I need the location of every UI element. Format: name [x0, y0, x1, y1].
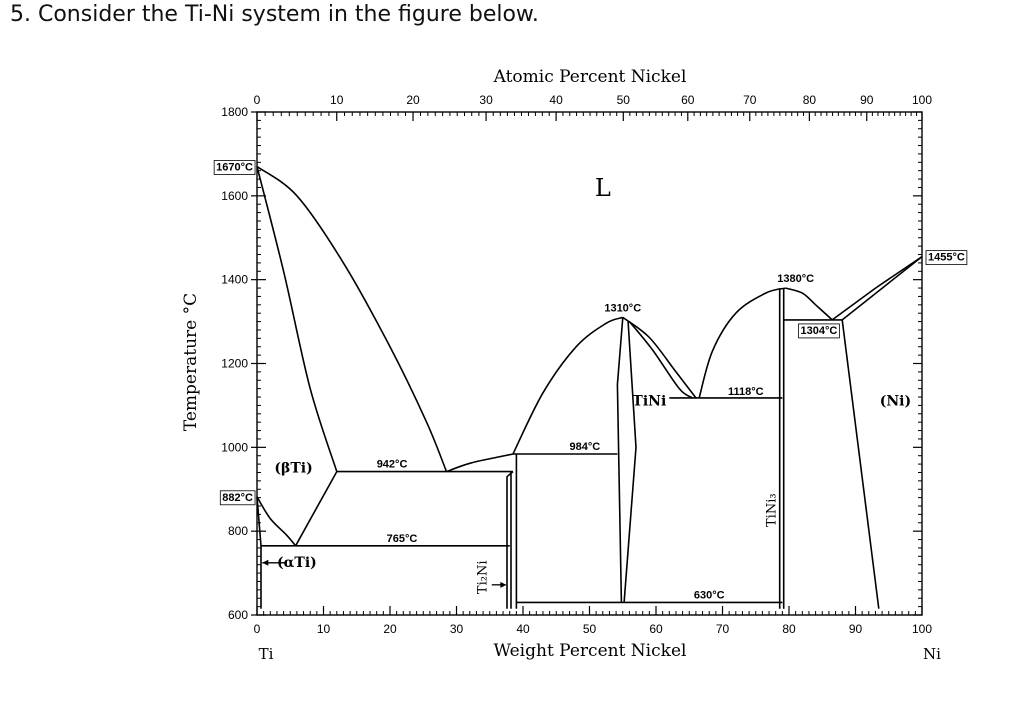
left-tick-label: 1200	[221, 357, 248, 371]
major-ticks	[251, 111, 923, 616]
left-tick-label: 1800	[221, 105, 248, 119]
top-tick-label: 100	[912, 93, 932, 107]
top-tick-label: 80	[803, 93, 817, 107]
temperature-label: 765°C	[387, 533, 418, 545]
top-tick-label: 20	[406, 93, 420, 107]
top-tick-label: 50	[617, 93, 631, 107]
plot-frame	[256, 111, 923, 616]
top-axis-title: Atomic Percent Nickel	[493, 67, 687, 87]
bottom-tick-label: 100	[912, 622, 932, 636]
temperature-label-box	[798, 323, 840, 339]
bottom-tick-label: 50	[583, 622, 597, 636]
phase-label: L	[595, 174, 611, 202]
phase-boundary-lines	[256, 165, 923, 609]
liquidus-tini3-left	[698, 287, 786, 399]
phase-label: (αTi)	[277, 555, 317, 571]
phase-label: Ti₂Ni	[475, 560, 490, 594]
ti2ni-left	[506, 470, 514, 609]
top-tick-label: 40	[549, 93, 563, 107]
top-tick-label: 30	[479, 93, 493, 107]
temperature-label: 1670°C	[216, 161, 253, 173]
ni-solvus	[841, 319, 880, 609]
ni-end-label: Ni	[923, 645, 941, 663]
bottom-tick-label: 70	[716, 622, 730, 636]
temperature-label-box	[925, 250, 968, 266]
temperature-label: 942°C	[377, 459, 408, 471]
question-text: 5. Consider the Ti-Ni system in the figu…	[10, 2, 539, 27]
left-tick-label: 800	[228, 524, 248, 538]
temperature-label: 1304°C	[801, 325, 838, 337]
bottom-tick-label: 60	[649, 622, 663, 636]
liquidus-ti-side	[256, 165, 448, 472]
bottom-tick-label: 40	[516, 622, 530, 636]
ti-end-label: Ti	[259, 645, 274, 663]
left-tick-label: 1400	[221, 273, 248, 287]
tini-right-solvus	[623, 321, 637, 603]
liquidus-ti2ni	[446, 453, 514, 473]
ti2ni-arrowhead	[500, 581, 507, 588]
phase-label: TiNi₃	[765, 493, 780, 527]
temperature-label: 630°C	[694, 589, 725, 601]
bottom-tick-label: 20	[383, 622, 397, 636]
temperature-label: 1118°C	[728, 386, 764, 398]
tini-right-solidus	[628, 321, 694, 399]
liquidus-tini3-right	[785, 287, 833, 321]
beta-transus-right	[294, 471, 338, 547]
tini-left-solvus	[616, 317, 624, 603]
alpha-solvus	[256, 496, 262, 609]
top-tick-label: 0	[254, 93, 261, 107]
left-tick-label: 1000	[221, 440, 248, 454]
phase-label: (Ni)	[880, 393, 911, 409]
axis-titles: Atomic Percent Nickel Weight Percent Nick…	[181, 67, 941, 663]
phase-label: (βTi)	[274, 460, 312, 476]
beta-transus-left	[256, 496, 297, 547]
bottom-tick-label: 10	[317, 622, 331, 636]
temperature-label: 882°C	[222, 492, 253, 504]
bottom-tick-label: 90	[849, 622, 863, 636]
top-tick-label: 10	[330, 93, 344, 107]
temperature-label: 1455°C	[928, 252, 965, 264]
temperature-label: 1310°C	[604, 302, 641, 314]
tick-labels: 0 10 20 30 40 50 60 70 80 90 1000 10 20 30 40 50 60 70 80 9…	[221, 93, 932, 636]
annotations: 1670°C 882°C 942°C 765°C 984°C 1310°C 1380°C 13…	[213, 160, 968, 601]
top-tick-label: 90	[860, 93, 874, 107]
temperature-label: 984°C	[570, 441, 601, 453]
left-tick-label: 1600	[221, 189, 248, 203]
bottom-tick-label: 0	[254, 622, 261, 636]
temperature-label: 1380°C	[777, 273, 814, 285]
top-tick-label: 70	[743, 93, 757, 107]
liquidus-tini-right	[622, 316, 697, 399]
top-tick-label: 60	[681, 93, 695, 107]
liquidus-tini-left	[512, 316, 624, 455]
bottom-tick-label: 80	[782, 622, 796, 636]
solidus-ni-side	[841, 255, 923, 321]
bottom-tick-label: 30	[450, 622, 464, 636]
bottom-axis-title: Weight Percent Nickel	[494, 641, 687, 661]
liquidus-ni-side	[831, 255, 923, 321]
left-tick-label: 600	[228, 608, 248, 622]
minor-ticks	[257, 112, 922, 615]
y-axis-title: Temperature °C	[181, 293, 201, 431]
temperature-label-box	[219, 490, 256, 506]
temperature-label-box	[213, 160, 256, 175]
phase-label: TiNi	[632, 393, 666, 409]
solidus-beta-ti	[256, 166, 338, 472]
alpha-ti-arrowhead	[262, 559, 269, 566]
